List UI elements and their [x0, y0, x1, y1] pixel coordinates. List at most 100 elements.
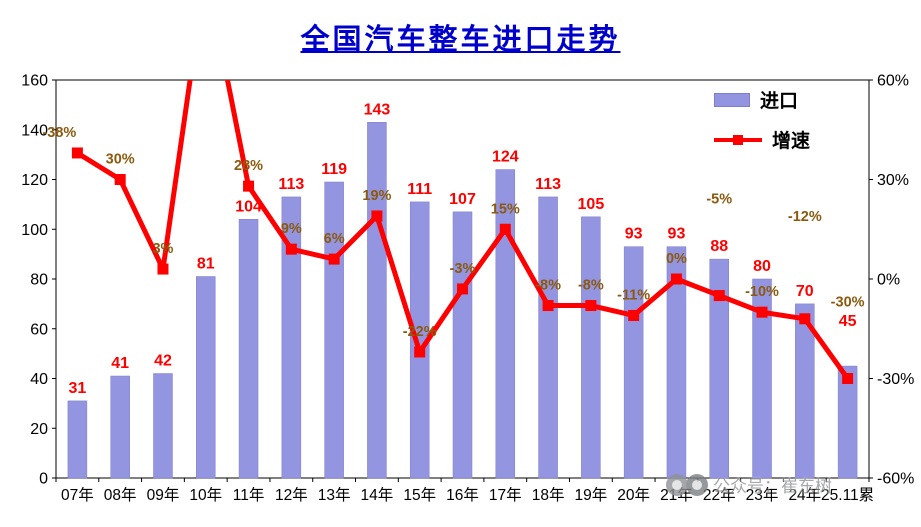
growth-line-marker	[114, 174, 126, 185]
import-bar	[196, 276, 216, 479]
growth-line-marker	[71, 147, 83, 159]
growth-line-marker	[328, 253, 340, 265]
growth-value-label: 6%	[324, 231, 345, 247]
x-axis-category-label: 08年	[104, 486, 137, 504]
right-axis: -60% -30% 0% 30% 60%	[869, 73, 914, 488]
bar-value-label: 93	[668, 226, 686, 243]
x-axis-category-label: 24年	[788, 486, 821, 504]
growth-value-label: -11%	[617, 287, 650, 303]
import-bars	[67, 122, 858, 479]
left-axis-tick-label: 100	[21, 222, 48, 239]
legend: 进口 增速	[714, 86, 810, 153]
right-axis-tick-label: -60%	[877, 471, 914, 488]
line-swatch-icon	[714, 133, 762, 147]
growth-value-label: -8%	[535, 278, 561, 294]
bar-value-labels: 31 41 42 81 104 113 119 143 111 107 124 113 105 93 93 8…	[68, 101, 856, 397]
import-bar	[752, 278, 772, 479]
x-axis-category-label: 11年	[233, 486, 265, 504]
bar-value-label: 41	[111, 355, 129, 372]
x-axis-category-label: 23年	[746, 486, 779, 504]
x-axis-category-label: 13年	[318, 486, 351, 504]
left-axis-tick-label: 0	[39, 471, 48, 488]
x-axis-category-label: 14年	[361, 486, 394, 504]
legend-item-growth: 增速	[714, 126, 810, 153]
bar-value-label: 45	[839, 313, 857, 330]
bar-value-label: 113	[535, 176, 561, 193]
legend-label-growth: 增速	[772, 131, 811, 152]
growth-line-marker	[799, 313, 811, 325]
x-axis-category-label: 20年	[617, 486, 650, 504]
growth-line-marker	[457, 283, 468, 295]
import-bar	[238, 219, 259, 479]
growth-value-label: 30%	[106, 152, 135, 168]
x-axis-category-label: 10年	[189, 486, 222, 504]
import-bar	[367, 122, 387, 479]
watermark: 公众号：崔东树	[666, 472, 832, 497]
x-axis-category-label: 17年	[489, 486, 522, 504]
left-axis-tick-label: 20	[30, 421, 48, 438]
x-axis-category-label: 25.11累	[821, 487, 874, 504]
bar-value-label: 42	[154, 353, 172, 370]
left-axis-tick-label: 80	[30, 272, 48, 289]
left-axis-tick-label: 140	[21, 122, 48, 139]
growth-value-label: 15%	[491, 201, 520, 217]
growth-value-label: 3%	[152, 241, 173, 257]
right-axis-tick-label: 30%	[877, 172, 909, 189]
import-bar	[110, 375, 130, 479]
import-bar	[153, 373, 173, 479]
growth-line-marker	[628, 309, 640, 321]
x-axis-category-label: 16年	[446, 486, 479, 504]
chart-title: 全国汽车整车进口走势	[300, 24, 621, 56]
watermark-text: 公众号：崔东树	[713, 477, 832, 496]
growth-line-marker	[670, 273, 682, 285]
growth-value-label: -12%	[788, 209, 822, 225]
import-bar	[452, 211, 473, 479]
growth-line-marker	[157, 263, 169, 275]
growth-value-label: 0%	[666, 251, 687, 267]
growth-value-label: -38%	[42, 125, 76, 141]
bar-value-label: 81	[197, 256, 215, 273]
x-axis-category-label: 18年	[532, 486, 565, 504]
import-bar	[795, 303, 815, 479]
watermark-avatar-icon	[686, 473, 708, 496]
left-axis-tick-label: 60	[30, 321, 48, 338]
left-axis-tick-label: 120	[21, 172, 48, 189]
right-axis-tick-label: 0%	[877, 272, 900, 289]
growth-line-marker	[285, 243, 297, 255]
import-bar	[281, 196, 302, 479]
growth-value-labels: -38% 30% 3% 28% 9% 6% 19% -22% -3% 15% -8% -8% -11% 0…	[42, 125, 864, 340]
right-axis-tick-label: 60%	[877, 73, 909, 90]
growth-value-label: 28%	[234, 158, 263, 174]
import-bar	[538, 196, 558, 479]
growth-line-marker	[713, 290, 725, 302]
growth-value-label: -22%	[403, 324, 437, 340]
bar-value-label: 88	[710, 238, 728, 255]
growth-value-label: -10%	[745, 284, 779, 300]
x-axis-category-label: 07年	[61, 486, 94, 504]
bar-value-label: 113	[278, 176, 304, 193]
bar-value-label: 105	[578, 196, 605, 213]
import-bar	[495, 169, 516, 479]
growth-line-marker	[499, 223, 511, 235]
growth-line-marker	[756, 306, 768, 318]
x-axis-category-label: 22年	[703, 486, 736, 504]
import-bar	[837, 365, 858, 479]
import-bar	[581, 216, 601, 479]
bar-value-label: 111	[407, 181, 432, 198]
watermark-logo-icon	[666, 473, 688, 496]
bar-swatch-icon	[714, 92, 750, 107]
legend-label-import: 进口	[760, 91, 799, 112]
left-axis-tick-label: 40	[30, 371, 48, 388]
left-axis: 0 20 40 60 80 100 120 140 160	[21, 73, 56, 488]
growth-value-label: 9%	[281, 221, 302, 237]
bar-value-label: 70	[796, 283, 814, 300]
bar-value-label: 31	[68, 380, 86, 397]
import-bar	[67, 400, 88, 479]
growth-line-marker	[243, 180, 255, 192]
growth-line-marker	[842, 373, 854, 384]
growth-value-label: 19%	[362, 188, 391, 204]
growth-value-label: -30%	[831, 295, 865, 311]
bar-value-label: 104	[235, 198, 262, 215]
